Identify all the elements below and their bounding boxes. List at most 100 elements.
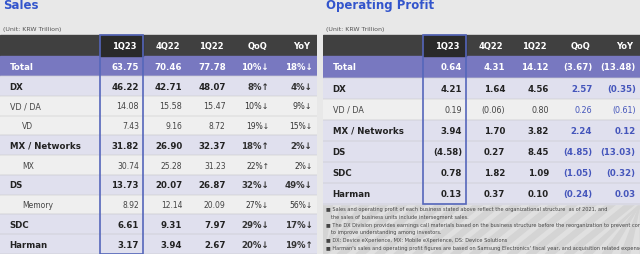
Text: 42.71: 42.71 <box>155 82 182 91</box>
Text: VD / DA: VD / DA <box>333 105 364 114</box>
Text: 17%↓: 17%↓ <box>285 220 312 229</box>
Text: 9%↓: 9%↓ <box>293 102 312 111</box>
Text: MX: MX <box>22 161 34 170</box>
Text: Memory: Memory <box>22 200 53 209</box>
Polygon shape <box>583 204 640 254</box>
Bar <box>100 36 143 57</box>
Bar <box>423 36 467 204</box>
Text: (0.24): (0.24) <box>563 189 592 198</box>
Text: VD: VD <box>22 122 33 131</box>
Text: (0.61): (0.61) <box>612 105 636 114</box>
Bar <box>0 155 317 175</box>
Bar <box>323 162 640 183</box>
Text: 10%↓: 10%↓ <box>241 62 269 71</box>
Text: 6.61: 6.61 <box>118 220 139 229</box>
Text: 1.82: 1.82 <box>484 168 506 177</box>
Text: Sales: Sales <box>3 0 38 12</box>
Text: QoQ: QoQ <box>570 42 590 51</box>
Text: 49%↓: 49%↓ <box>285 181 312 189</box>
Text: 20.07: 20.07 <box>155 181 182 189</box>
Text: 31.23: 31.23 <box>204 161 226 170</box>
Text: 4.31: 4.31 <box>484 63 506 72</box>
Text: (4.85): (4.85) <box>563 147 592 156</box>
Text: (Unit: KRW Trillion): (Unit: KRW Trillion) <box>3 27 61 32</box>
Text: YoY: YoY <box>293 42 310 51</box>
Text: 1Q22: 1Q22 <box>522 42 547 51</box>
Text: 30.74: 30.74 <box>117 161 139 170</box>
Bar <box>0 175 317 195</box>
Text: MX / Networks: MX / Networks <box>333 126 404 135</box>
Text: 22%↑: 22%↑ <box>246 161 269 170</box>
Text: 0.03: 0.03 <box>614 189 636 198</box>
Text: Harman: Harman <box>333 189 371 198</box>
Text: 25.28: 25.28 <box>161 161 182 170</box>
Polygon shape <box>432 204 502 254</box>
Polygon shape <box>451 204 521 254</box>
Text: Total: Total <box>333 63 356 72</box>
Bar <box>0 195 317 215</box>
Polygon shape <box>323 204 351 254</box>
Bar <box>0 136 317 155</box>
Text: 77.78: 77.78 <box>198 62 226 71</box>
Polygon shape <box>394 204 464 254</box>
Text: 4.21: 4.21 <box>440 84 462 93</box>
Polygon shape <box>527 204 596 254</box>
Bar <box>323 120 640 141</box>
Text: 14.12: 14.12 <box>522 63 549 72</box>
Text: 19%↓: 19%↓ <box>246 122 269 131</box>
Text: 0.19: 0.19 <box>444 105 462 114</box>
Text: 9.31: 9.31 <box>161 220 182 229</box>
Text: 4%↓: 4%↓ <box>291 82 312 91</box>
Text: 0.27: 0.27 <box>484 147 506 156</box>
Text: 3.94: 3.94 <box>440 126 462 135</box>
Text: 8.72: 8.72 <box>209 122 226 131</box>
Text: SDC: SDC <box>10 220 29 229</box>
Text: (0.32): (0.32) <box>607 168 636 177</box>
Text: (13.48): (13.48) <box>600 63 636 72</box>
Text: 0.80: 0.80 <box>531 105 549 114</box>
Text: 7.43: 7.43 <box>122 122 139 131</box>
Bar <box>323 183 640 204</box>
Text: 0.64: 0.64 <box>441 63 462 72</box>
Bar <box>0 77 317 97</box>
Text: 10%↓: 10%↓ <box>244 102 269 111</box>
Bar <box>423 36 467 57</box>
Text: (4.58): (4.58) <box>433 147 462 156</box>
Text: 29%↓: 29%↓ <box>241 220 269 229</box>
Polygon shape <box>375 204 445 254</box>
Text: DX: DX <box>10 82 23 91</box>
Bar <box>0 215 317 234</box>
Text: 2%↓: 2%↓ <box>291 141 312 150</box>
Bar <box>323 141 640 162</box>
Text: (13.03): (13.03) <box>601 147 636 156</box>
Text: 0.26: 0.26 <box>575 105 592 114</box>
Text: MX / Networks: MX / Networks <box>10 141 81 150</box>
Text: 2.24: 2.24 <box>571 126 592 135</box>
Text: 4.56: 4.56 <box>527 84 549 93</box>
Text: 0.37: 0.37 <box>484 189 506 198</box>
Text: 31.82: 31.82 <box>111 141 139 150</box>
Text: 32.37: 32.37 <box>198 141 226 150</box>
Text: 7.97: 7.97 <box>204 220 226 229</box>
Text: 15.58: 15.58 <box>159 102 182 111</box>
Text: 70.46: 70.46 <box>155 62 182 71</box>
Text: 27%↓: 27%↓ <box>246 200 269 209</box>
Text: 2%↓: 2%↓ <box>294 161 312 170</box>
Text: 3.17: 3.17 <box>117 240 139 249</box>
Text: ■ DX: Device eXperience, MX: Mobile eXperience, DS: Device Solutions: ■ DX: Device eXperience, MX: Mobile eXpe… <box>326 237 508 242</box>
Polygon shape <box>488 204 559 254</box>
Text: VD / DA: VD / DA <box>10 102 40 111</box>
Text: 63.75: 63.75 <box>111 62 139 71</box>
Text: 26.87: 26.87 <box>198 181 226 189</box>
Text: 20%↓: 20%↓ <box>241 240 269 249</box>
Text: 0.78: 0.78 <box>441 168 462 177</box>
Text: 0.10: 0.10 <box>528 189 549 198</box>
Text: DX: DX <box>333 84 346 93</box>
Text: 48.07: 48.07 <box>198 82 226 91</box>
Text: 18%↑: 18%↑ <box>241 141 269 150</box>
Text: (Unit: KRW Trillion): (Unit: KRW Trillion) <box>326 27 385 32</box>
Text: 8.45: 8.45 <box>527 147 549 156</box>
Polygon shape <box>508 204 578 254</box>
Text: 1Q23: 1Q23 <box>112 42 137 51</box>
Text: 20.09: 20.09 <box>204 200 226 209</box>
